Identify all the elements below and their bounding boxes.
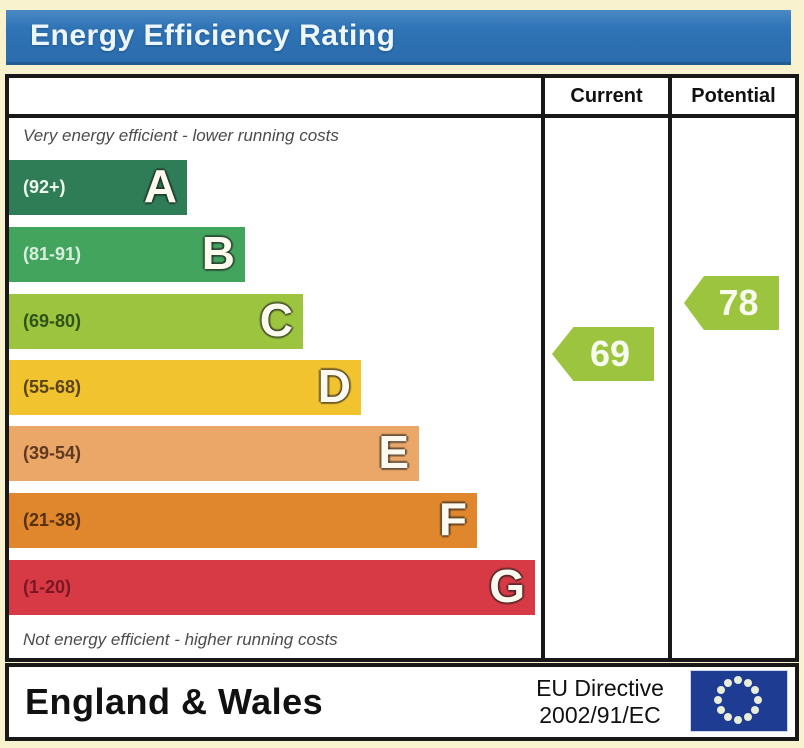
caption-not-efficient: Not energy efficient - higher running co… [23,630,338,649]
band-row-d: (55-68) D [9,360,361,415]
eu-directive-label: EU Directive 2002/91/EC [515,675,685,729]
caption-very-efficient: Very energy efficient - lower running co… [23,126,339,145]
epc-rating-table: Current Potential Very energy efficient … [5,74,799,662]
column-divider-bands-current [541,78,545,658]
band-row-b: (81-91) B [9,227,245,282]
column-header-current: Current [570,85,643,107]
band-letter: C [259,293,293,346]
header-divider-line [9,114,795,118]
eu-flag-icon [690,670,788,732]
band-range: (55-68) [23,377,82,397]
footer-bar: England & Wales EU Directive 2002/91/EC [5,663,799,741]
band-letter: D [317,359,351,412]
band-row-a: (92+) A [9,160,187,215]
column-divider-current-potential [668,78,672,658]
title-bar: Energy Efficiency Rating [6,10,791,65]
band-letter: A [143,159,177,212]
band-range: (39-54) [23,443,82,463]
band-range: (69-80) [23,311,82,331]
eu-directive-line2: 2002/91/EC [539,702,661,728]
potential-rating-arrow: 78 [684,276,779,330]
band-letter: E [378,425,409,478]
band-letter: G [489,559,525,612]
band-letter: F [438,492,467,545]
band-row-c: (69-80) C [9,294,303,349]
potential-rating-value: 78 [718,282,759,323]
current-rating-value: 69 [589,333,631,374]
band-range: (92+) [23,177,66,197]
current-rating-arrow: 69 [552,327,654,381]
band-range: (81-91) [23,244,82,264]
column-header-potential: Potential [691,85,776,107]
band-row-g: (1-20) G [9,560,535,615]
band-range: (1-20) [23,577,72,597]
eu-directive-line1: EU Directive [536,675,664,701]
page-title: Energy Efficiency Rating [30,19,396,52]
region-label: England & Wales [25,681,324,722]
band-row-f: (21-38) F [9,493,477,548]
band-row-e: (39-54) E [9,426,419,481]
band-letter: B [201,226,235,279]
band-range: (21-38) [23,510,82,530]
